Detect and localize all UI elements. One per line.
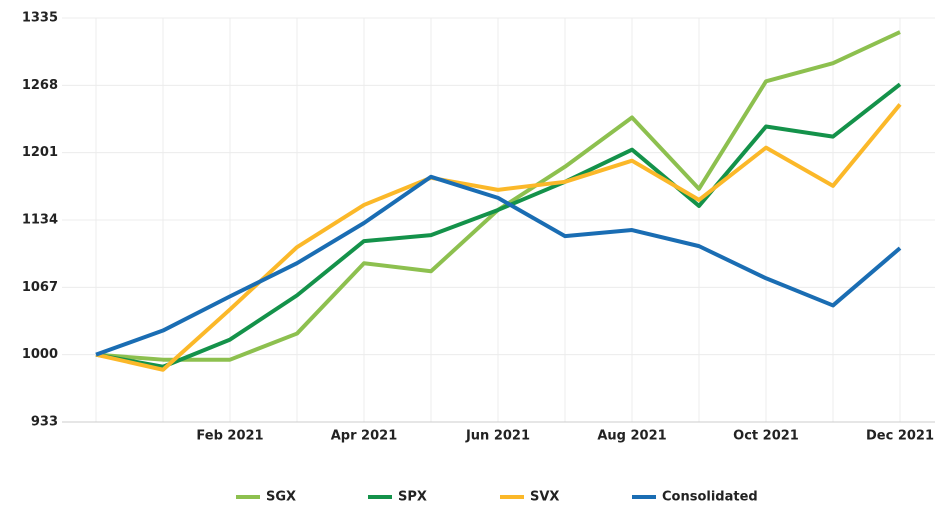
series-line: [95, 82, 902, 369]
series-line: [95, 103, 902, 372]
x-tick-label: Jun 2021: [465, 429, 530, 444]
y-tick-label: 1201: [22, 145, 58, 160]
y-tick-label: 1000: [22, 347, 58, 362]
x-tick-label: Aug 2021: [597, 429, 666, 444]
x-tick-label: Dec 2021: [866, 429, 934, 444]
y-tick-label: 933: [31, 415, 58, 430]
legend-label: SVX: [530, 490, 559, 505]
y-tick-label: 1335: [22, 11, 58, 26]
y-tick-label: 1268: [22, 78, 58, 93]
x-tick-label: Feb 2021: [196, 429, 263, 444]
y-tick-label: 1067: [22, 280, 58, 295]
legend-label: Consolidated: [662, 490, 758, 505]
x-tick-label: Apr 2021: [331, 429, 398, 444]
series-line: [95, 174, 902, 357]
legend-label: SPX: [398, 490, 427, 505]
y-tick-label: 1134: [22, 213, 58, 228]
legend-label: SGX: [266, 490, 296, 505]
x-tick-label: Oct 2021: [733, 429, 799, 444]
